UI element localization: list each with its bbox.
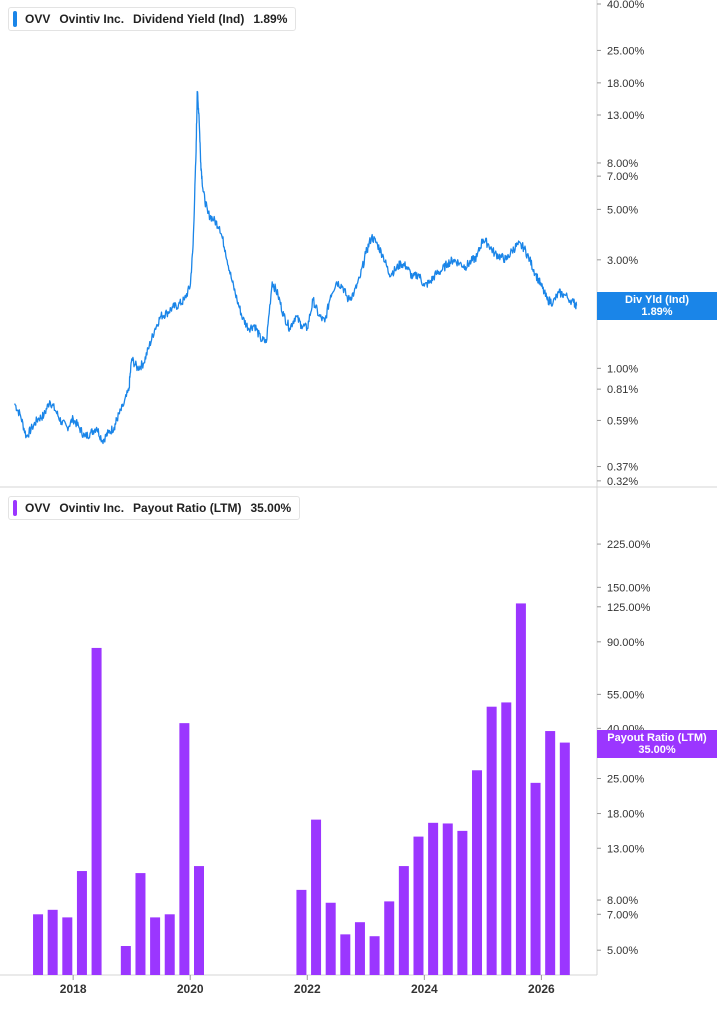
payout-ratio-bar <box>150 917 161 975</box>
dividend-yield-flag-label: Div Yld (Ind) <box>625 294 689 307</box>
dividend-yield-value-flag: Div Yld (Ind) 1.89% <box>597 292 717 321</box>
payout-ratio-bar <box>91 647 102 975</box>
payout-ratio-legend-value: 35.00% <box>250 501 292 515</box>
payout-ratio-ytick-label: 18.00% <box>607 809 645 821</box>
dividend-yield-legend-metric: Dividend Yield (Ind) <box>133 12 245 26</box>
payout-ratio-legend-swatch <box>13 500 17 516</box>
payout-ratio-bar <box>164 914 175 975</box>
payout-ratio-bar <box>515 603 526 975</box>
dividend-yield-ytick-label: 3.00% <box>607 255 638 267</box>
payout-ratio-flag-label: Payout Ratio (LTM) <box>607 731 707 744</box>
payout-ratio-bar <box>530 782 541 975</box>
payout-ratio-bar <box>457 830 468 975</box>
dividend-yield-line <box>14 90 578 445</box>
dividend-yield-ytick-label: 8.00% <box>607 158 638 170</box>
dividend-yield-ytick-label: 7.00% <box>607 171 638 183</box>
dividend-yield-legend-value: 1.89% <box>253 12 288 26</box>
dividend-yield-ytick-label: 40.00% <box>607 0 645 11</box>
payout-ratio-bar <box>486 706 497 975</box>
dividend-yield-flag-value: 1.89% <box>641 306 673 319</box>
payout-ratio-bar <box>559 742 570 975</box>
x-tick-label: 2026 <box>528 982 555 996</box>
dividend-yield-ytick-label: 25.00% <box>607 45 645 57</box>
payout-ratio-legend-company: Ovintiv Inc. <box>59 501 125 515</box>
payout-ratio-bar <box>354 922 365 975</box>
payout-ratio-value-flag: Payout Ratio (LTM) 35.00% <box>597 729 717 758</box>
payout-ratio-ytick-label: 13.00% <box>607 843 645 855</box>
payout-ratio-bar <box>311 819 322 975</box>
payout-ratio-bar <box>501 702 512 975</box>
x-tick-label: 2022 <box>294 982 321 996</box>
dividend-yield-ytick-label: 0.59% <box>607 415 638 427</box>
payout-ratio-bar <box>62 917 73 975</box>
payout-ratio-bar <box>369 936 380 975</box>
dividend-yield-legend-company: Ovintiv Inc. <box>59 12 125 26</box>
payout-ratio-bar <box>398 866 409 975</box>
payout-ratio-bar <box>194 866 204 975</box>
payout-ratio-bar <box>545 731 556 975</box>
payout-ratio-bar <box>179 723 190 975</box>
dividend-yield-ytick-label: 0.81% <box>607 384 638 396</box>
payout-ratio-bar <box>428 822 439 975</box>
payout-ratio-bar <box>325 902 336 975</box>
payout-ratio-ytick-label: 125.00% <box>607 602 651 614</box>
payout-ratio-flag-value: 35.00% <box>638 743 676 756</box>
payout-ratio-ytick-label: 25.00% <box>607 773 645 785</box>
payout-ratio-bar <box>442 823 453 975</box>
payout-ratio-ytick-label: 8.00% <box>607 895 638 907</box>
payout-ratio-legend-metric: Payout Ratio (LTM) <box>133 501 242 515</box>
x-tick-label: 2020 <box>177 982 204 996</box>
payout-ratio-bar <box>120 946 131 975</box>
payout-ratio-bar <box>33 914 44 975</box>
x-tick-label: 2024 <box>411 982 438 996</box>
payout-ratio-ytick-label: 7.00% <box>607 909 638 921</box>
dividend-yield-ytick-label: 5.00% <box>607 204 638 216</box>
payout-ratio-legend: OVV Ovintiv Inc. Payout Ratio (LTM) 35.0… <box>8 496 301 520</box>
payout-ratio-ytick-label: 225.00% <box>607 539 651 551</box>
dividend-yield-ytick-label: 13.00% <box>607 110 645 122</box>
payout-ratio-bar <box>76 871 87 975</box>
x-tick-label: 2018 <box>60 982 87 996</box>
dividend-yield-ytick-label: 0.32% <box>607 476 638 488</box>
payout-ratio-legend-ticker: OVV <box>25 501 51 515</box>
payout-ratio-ytick-label: 150.00% <box>607 582 651 594</box>
payout-ratio-ytick-label: 90.00% <box>607 637 645 649</box>
payout-ratio-bar <box>47 909 58 975</box>
dividend-yield-legend-ticker: OVV <box>25 12 51 26</box>
dividend-yield-ytick-label: 0.37% <box>607 462 638 474</box>
payout-ratio-bar <box>472 770 483 975</box>
dividend-yield-ytick-label: 1.00% <box>607 363 638 375</box>
dividend-yield-legend-swatch <box>13 11 17 27</box>
payout-ratio-bar <box>135 873 146 975</box>
payout-ratio-ytick-label: 5.00% <box>607 945 638 957</box>
payout-ratio-bar <box>384 901 395 975</box>
payout-ratio-ytick-label: 55.00% <box>607 689 645 701</box>
payout-ratio-bar <box>296 889 307 975</box>
payout-ratio-bar <box>413 836 424 975</box>
dividend-yield-legend: OVV Ovintiv Inc. Dividend Yield (Ind) 1.… <box>8 7 297 31</box>
payout-ratio-bar <box>340 934 351 975</box>
dividend-yield-ytick-label: 18.00% <box>607 78 645 90</box>
